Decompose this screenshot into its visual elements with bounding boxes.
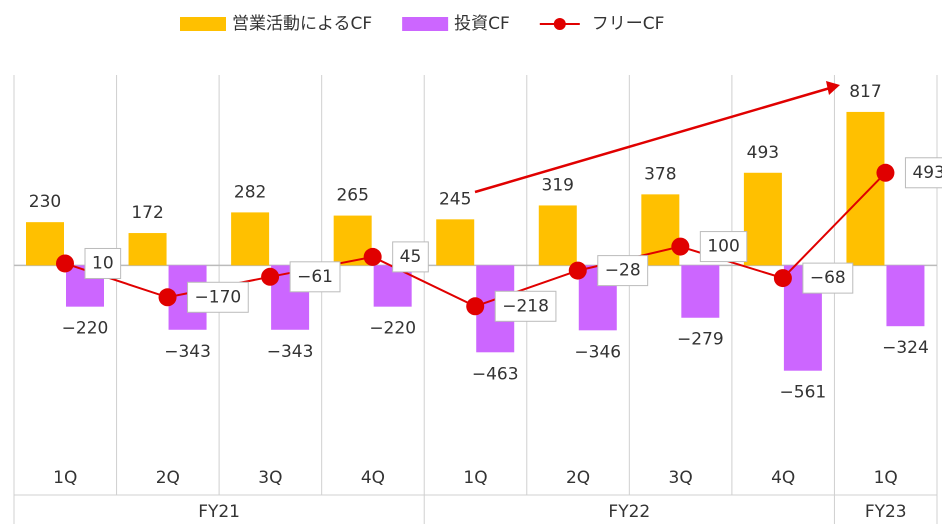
- legend-swatch: [180, 17, 226, 31]
- bar: [743, 172, 782, 266]
- data-label: −218: [502, 296, 549, 316]
- data-label: −220: [369, 319, 416, 339]
- x-tick-label: 1Q: [463, 468, 487, 488]
- line-marker: [261, 267, 280, 286]
- data-label: −220: [62, 319, 109, 339]
- line-marker: [568, 261, 587, 280]
- x-tick-label: 1Q: [874, 468, 898, 488]
- bar: [886, 265, 925, 327]
- x-tick-label: 3Q: [258, 468, 282, 488]
- legend-marker: [553, 18, 566, 30]
- bar: [436, 219, 475, 266]
- data-label: −561: [780, 383, 827, 403]
- data-label: 265: [336, 186, 368, 206]
- data-label: 172: [131, 203, 163, 223]
- bar: [538, 205, 577, 266]
- data-label: −61: [297, 267, 333, 287]
- data-label: −170: [195, 287, 242, 307]
- data-label: −68: [810, 268, 846, 288]
- line-marker: [56, 254, 74, 273]
- data-label: 319: [542, 175, 574, 195]
- line-marker: [466, 297, 485, 316]
- data-label-box: [494, 290, 557, 322]
- data-label: 282: [234, 182, 266, 202]
- line-marker: [363, 247, 382, 266]
- data-label: −343: [267, 342, 314, 362]
- data-label: −346: [574, 342, 621, 362]
- line-marker: [876, 163, 895, 182]
- data-label: 100: [707, 237, 739, 257]
- bar: [681, 265, 720, 318]
- data-label-box: [597, 255, 649, 287]
- line-marker: [158, 288, 177, 307]
- data-label: 817: [849, 82, 881, 102]
- data-label: 493: [912, 163, 942, 183]
- annotation-arrow: [474, 86, 831, 194]
- group-label: FY21: [198, 502, 240, 522]
- bar: [26, 222, 64, 266]
- data-label-box: [289, 261, 341, 293]
- data-label: −28: [605, 261, 641, 281]
- group-label: FY22: [608, 502, 650, 522]
- data-label-box: [392, 241, 429, 273]
- data-label: −279: [677, 330, 724, 350]
- gridlines: [13, 75, 938, 524]
- legend-label: 投資CF: [454, 14, 510, 34]
- legend-label: 営業活動によるCF: [232, 14, 372, 34]
- data-label-box: [84, 247, 122, 279]
- arrow-head: [826, 81, 840, 95]
- x-tick-label: 1Q: [53, 468, 77, 488]
- line-marker: [671, 237, 690, 256]
- data-label-box: [802, 262, 854, 294]
- bar: [846, 111, 885, 266]
- data-label: −324: [882, 338, 929, 358]
- x-tick-label: 2Q: [156, 468, 180, 488]
- data-label-box: [904, 157, 942, 189]
- legend-swatch: [402, 17, 449, 31]
- line-marker: [773, 269, 792, 288]
- x-tick-label: 3Q: [669, 468, 693, 488]
- group-label: FY23: [865, 502, 907, 522]
- bar: [128, 233, 167, 266]
- data-label: −463: [472, 364, 519, 384]
- data-label: 45: [400, 247, 422, 267]
- data-label: 493: [747, 143, 779, 163]
- legend-label: フリーCF: [592, 14, 665, 34]
- x-tick-label: 2Q: [566, 468, 590, 488]
- data-label-box: [187, 281, 249, 313]
- data-label: 378: [644, 164, 676, 184]
- data-label: 245: [439, 189, 471, 209]
- data-label: −343: [164, 342, 211, 362]
- data-label: 10: [92, 253, 114, 273]
- x-tick-label: 4Q: [771, 468, 795, 488]
- data-label: 230: [29, 192, 61, 212]
- x-tick-label: 4Q: [361, 468, 385, 488]
- bar: [231, 212, 270, 266]
- data-label-box: [699, 231, 748, 263]
